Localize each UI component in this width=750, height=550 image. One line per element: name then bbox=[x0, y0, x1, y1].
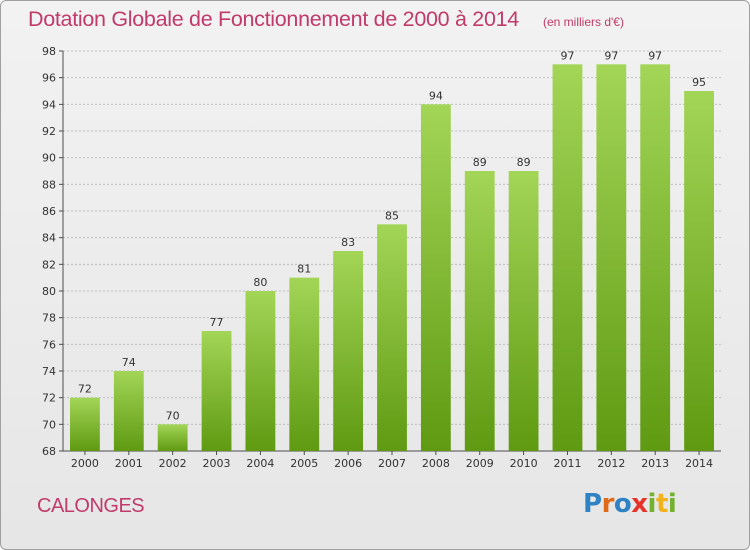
x-tick-label: 2009 bbox=[466, 457, 494, 470]
bar bbox=[70, 397, 100, 451]
data-label: 81 bbox=[297, 263, 311, 276]
bar bbox=[508, 171, 539, 451]
data-label: 95 bbox=[692, 76, 706, 89]
logo-letter: x bbox=[631, 489, 648, 519]
chart-title: Dotation Globale de Fonctionnement de 20… bbox=[28, 7, 519, 31]
logo-letter: t bbox=[655, 489, 668, 519]
bar bbox=[333, 251, 364, 451]
bar bbox=[113, 371, 144, 451]
x-tick-label: 2012 bbox=[597, 457, 625, 470]
y-tick-label: 92 bbox=[42, 125, 56, 138]
bar bbox=[377, 224, 407, 451]
y-tick-label: 88 bbox=[42, 178, 56, 191]
bar bbox=[684, 91, 714, 451]
y-tick-label: 74 bbox=[42, 365, 56, 378]
data-label: 94 bbox=[429, 89, 443, 102]
data-label: 74 bbox=[122, 356, 136, 369]
data-label: 97 bbox=[648, 49, 662, 62]
x-tick-label: 2011 bbox=[553, 457, 581, 470]
x-tick-label: 2005 bbox=[290, 457, 318, 470]
y-tick-label: 78 bbox=[42, 312, 56, 325]
bar bbox=[201, 331, 232, 451]
commune-name: CALONGES bbox=[37, 495, 145, 517]
data-label: 89 bbox=[517, 156, 531, 169]
data-label: 70 bbox=[166, 409, 180, 422]
bar bbox=[245, 291, 276, 451]
logo-letter: o bbox=[613, 489, 632, 519]
x-tick-label: 2013 bbox=[641, 457, 669, 470]
logo-letter: i bbox=[667, 489, 677, 519]
bar bbox=[596, 64, 627, 452]
x-tick-label: 2007 bbox=[378, 457, 406, 470]
x-tick-label: 2008 bbox=[422, 457, 450, 470]
data-label: 72 bbox=[78, 383, 92, 396]
y-tick-label: 96 bbox=[42, 72, 56, 85]
x-tick-label: 2002 bbox=[159, 457, 187, 470]
bar bbox=[640, 64, 671, 452]
y-tick-label: 86 bbox=[42, 205, 56, 218]
data-label: 85 bbox=[385, 209, 399, 222]
y-tick-label: 70 bbox=[42, 418, 56, 431]
bar bbox=[420, 104, 451, 451]
bar bbox=[157, 424, 188, 451]
y-tick-label: 76 bbox=[42, 338, 56, 351]
y-tick-label: 72 bbox=[42, 392, 56, 405]
y-tick-label: 98 bbox=[42, 45, 56, 58]
x-tick-label: 2003 bbox=[203, 457, 231, 470]
bar bbox=[552, 64, 583, 452]
x-tick-label: 2004 bbox=[246, 457, 274, 470]
logo-letter: r bbox=[601, 489, 615, 519]
y-tick-label: 82 bbox=[42, 258, 56, 271]
data-label: 83 bbox=[341, 236, 355, 249]
x-tick-label: 2014 bbox=[685, 457, 713, 470]
y-tick-label: 90 bbox=[42, 152, 56, 165]
x-tick-label: 2010 bbox=[510, 457, 538, 470]
proxiti-logo[interactable]: Proxiti bbox=[583, 489, 677, 519]
y-tick-label: 68 bbox=[42, 445, 56, 458]
y-tick-label: 94 bbox=[42, 98, 56, 111]
data-label: 77 bbox=[210, 316, 224, 329]
x-tick-label: 2000 bbox=[71, 457, 99, 470]
y-tick-label: 84 bbox=[42, 232, 56, 245]
data-label: 89 bbox=[473, 156, 487, 169]
bar bbox=[289, 277, 320, 451]
logo-letter: i bbox=[647, 489, 657, 519]
y-tick-label: 80 bbox=[42, 285, 56, 298]
data-label: 97 bbox=[560, 49, 574, 62]
data-label: 80 bbox=[253, 276, 267, 289]
logo-letter: P bbox=[583, 489, 602, 519]
chart-unit: (en milliers d'€) bbox=[543, 15, 624, 29]
x-tick-label: 2001 bbox=[115, 457, 143, 470]
x-tick-label: 2006 bbox=[334, 457, 362, 470]
bar bbox=[464, 171, 495, 451]
data-label: 97 bbox=[604, 49, 618, 62]
